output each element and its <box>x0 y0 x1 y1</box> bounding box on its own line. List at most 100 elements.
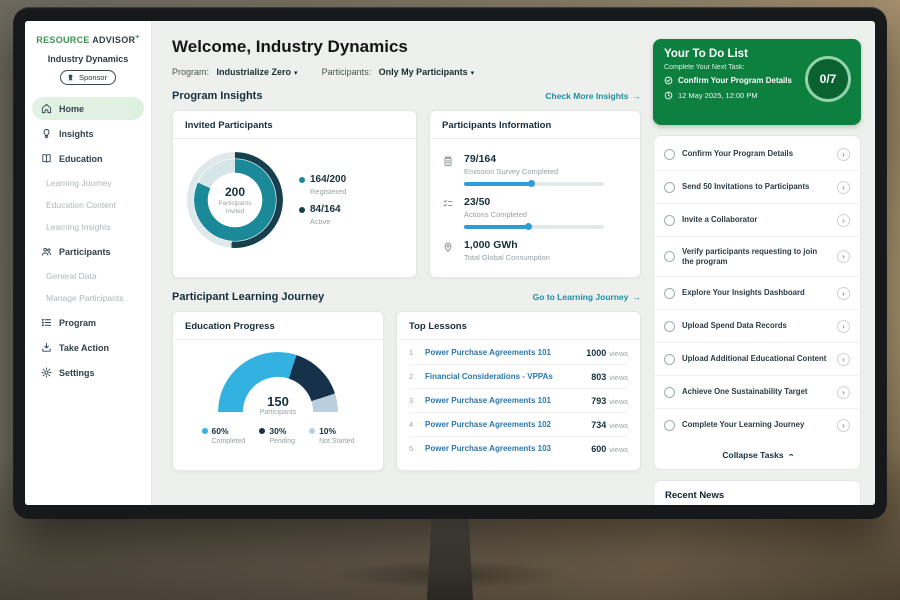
program-select[interactable]: Industrialize Zero ▾ <box>216 67 298 77</box>
todo-list-card: Confirm Your Program Details › Send 50 I… <box>653 135 861 471</box>
todo-subtitle: Complete Your Next Task: <box>664 64 745 71</box>
lesson-views: 793 views <box>591 395 628 406</box>
sidebar: RESOURCE ADVISOR+ Industry Dynamics Spon… <box>25 21 152 505</box>
lesson-views: 1000 views <box>586 347 628 358</box>
chevron-right-icon[interactable]: › <box>837 418 850 432</box>
not-started-dot <box>309 428 316 434</box>
chevron-right-icon[interactable]: › <box>837 147 850 161</box>
lesson-row[interactable]: 5 Power Purchase Agreements 103 600 views <box>409 437 628 460</box>
checkbox[interactable] <box>664 320 675 332</box>
participants-filter: Participants: Only My Participants ▾ <box>322 67 475 77</box>
checklist-icon <box>442 196 455 229</box>
page-title: Welcome, Industry Dynamics <box>172 37 408 56</box>
todo-item[interactable]: Invite a Collaborator › <box>654 204 860 237</box>
chevron-right-icon[interactable]: › <box>837 385 850 399</box>
lesson-title-link[interactable]: Financial Considerations - VPPAs <box>425 372 553 381</box>
todo-item[interactable]: Upload Additional Educational Content › <box>654 343 860 377</box>
sidebar-item-learning-journey[interactable]: Learning Journey <box>46 178 112 188</box>
sponsor-badge-label: Sponsor <box>79 73 107 82</box>
lesson-title-link[interactable]: Power Purchase Agreements 102 <box>425 420 551 429</box>
book-icon <box>42 154 51 163</box>
gauge-legend: 60% Completed 30% Pending 10% Not Starte… <box>173 426 383 445</box>
dashboard-screen: RESOURCE ADVISOR+ Industry Dynamics Spon… <box>25 21 875 505</box>
sidebar-item-take-action[interactable]: Take Action <box>32 336 144 359</box>
todo-item[interactable]: Explore Your Insights Dashboard › <box>654 277 860 311</box>
lesson-title-link[interactable]: Power Purchase Agreements 101 <box>425 348 551 357</box>
top-lessons-card: Top Lessons 1 Power Purchase Agreements … <box>396 311 641 471</box>
lesson-rank: 5 <box>409 444 414 453</box>
sidebar-item-label: Take Action <box>59 342 110 353</box>
section-title: Participant Learning Journey <box>172 291 325 303</box>
lesson-row[interactable]: 3 Power Purchase Agreements 101 793 views <box>409 389 628 413</box>
chevron-right-icon[interactable]: › <box>837 319 850 333</box>
sidebar-item-settings[interactable]: Settings <box>32 361 144 384</box>
checkbox[interactable] <box>664 251 675 263</box>
invited-participants-card: Invited Participants 200 Participants In… <box>172 110 417 278</box>
monitor-bezel: RESOURCE ADVISOR+ Industry Dynamics Spon… <box>13 7 887 519</box>
list-icon <box>41 318 52 327</box>
global-consumption-row: 1,000 GWh Total Global Consumption <box>442 239 628 262</box>
sponsor-icon <box>68 74 73 81</box>
todo-item[interactable]: Complete Your Learning Journey › <box>654 409 860 441</box>
chevron-down-icon: ▾ <box>470 70 475 77</box>
sidebar-item-education[interactable]: Education <box>32 147 144 170</box>
sidebar-item-manage-participants[interactable]: Manage Participants <box>46 293 124 303</box>
program-insights-header: Program Insights Check More Insights → <box>172 90 641 102</box>
todo-item[interactable]: Achieve One Sustainability Target › <box>654 376 860 410</box>
chevron-right-icon[interactable]: › <box>837 213 850 227</box>
participants-information-card: Participants Information 79/164 Emission… <box>429 110 641 278</box>
lesson-row[interactable]: 4 Power Purchase Agreements 102 734 views <box>409 413 628 437</box>
check-more-insights-link[interactable]: Check More Insights → <box>545 91 641 101</box>
sponsor-badge[interactable]: Sponsor <box>60 70 116 85</box>
actions-completed-progress <box>464 223 604 230</box>
recent-news-card: Recent News <box>653 480 861 505</box>
lesson-views: 803 views <box>591 371 628 382</box>
recent-news-title: Recent News <box>665 490 725 502</box>
next-task[interactable]: Confirm Your Program Details <box>664 76 796 85</box>
participants-filter-label: Participants: <box>321 67 372 77</box>
emission-survey-progress <box>464 180 604 187</box>
checkbox[interactable] <box>664 214 675 226</box>
checkbox[interactable] <box>664 353 675 365</box>
checkbox[interactable] <box>664 419 675 431</box>
todo-item[interactable]: Verify participants requesting to join t… <box>654 237 860 278</box>
lesson-title-link[interactable]: Power Purchase Agreements 101 <box>425 396 551 405</box>
sidebar-item-participants[interactable]: Participants <box>32 240 144 263</box>
lesson-row[interactable]: 1 Power Purchase Agreements 101 1000 view… <box>409 341 628 365</box>
sidebar-nav: Home Insights Education Learning Journey… <box>25 97 151 384</box>
card-title: Participants Information <box>430 111 640 139</box>
todo-item[interactable]: Send 50 Invitations to Participants › <box>654 171 860 204</box>
sidebar-item-general-data[interactable]: General Data <box>46 271 97 281</box>
main-content: Welcome, Industry Dynamics Program: Indu… <box>152 21 653 505</box>
collapse-tasks-button[interactable]: Collapse Tasks › <box>722 450 796 461</box>
card-title: Invited Participants <box>173 111 416 139</box>
sidebar-item-program[interactable]: Program <box>32 311 144 334</box>
lesson-title-link[interactable]: Power Purchase Agreements 103 <box>425 444 551 453</box>
sidebar-item-label: Insights <box>59 128 94 139</box>
sidebar-item-insights[interactable]: Insights <box>32 122 144 145</box>
todo-item[interactable]: Upload Spend Data Records › <box>654 310 860 344</box>
lesson-rank: 4 <box>409 420 414 429</box>
logo-advisor: ADVISOR <box>92 35 136 45</box>
donut-legend: 164/200 Registered 84/164 Active <box>299 166 346 234</box>
program-filter-label: Program: <box>172 67 210 77</box>
sidebar-item-home[interactable]: Home <box>32 97 144 120</box>
checkbox[interactable] <box>664 181 675 193</box>
go-to-learning-journey-link[interactable]: Go to Learning Journey → <box>532 292 641 302</box>
chevron-right-icon[interactable]: › <box>837 250 850 264</box>
chevron-right-icon[interactable]: › <box>837 352 850 366</box>
todo-item[interactable]: Confirm Your Program Details › <box>654 138 860 171</box>
checkbox[interactable] <box>664 287 675 299</box>
participants-select[interactable]: Only My Participants ▾ <box>378 67 475 77</box>
sidebar-item-learning-insights[interactable]: Learning Insights <box>46 222 111 232</box>
lesson-row[interactable]: 2 Financial Considerations - VPPAs 803 vi… <box>409 365 628 389</box>
chevron-right-icon[interactable]: › <box>837 180 850 194</box>
checkbox[interactable] <box>664 386 675 398</box>
clock-icon <box>664 91 673 100</box>
chevron-right-icon[interactable]: › <box>837 286 850 300</box>
gauge-center-label: 150 Participants <box>259 394 297 416</box>
sidebar-item-education-content[interactable]: Education Content <box>46 200 116 210</box>
arrow-right-icon: → <box>632 91 642 101</box>
checkbox[interactable] <box>664 148 675 160</box>
pending-dot <box>259 428 266 434</box>
